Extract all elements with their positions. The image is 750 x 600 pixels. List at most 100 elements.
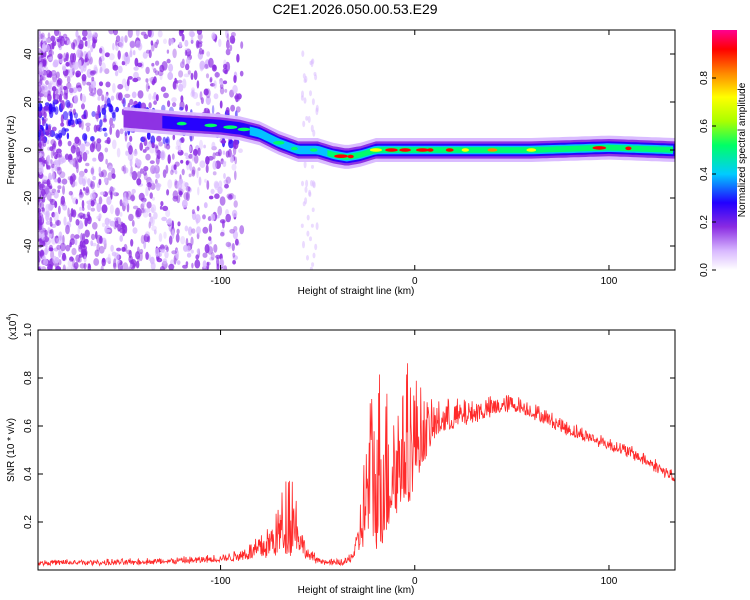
spectrogram-hotspot xyxy=(291,146,298,151)
spectrogram-x-tick-label: -100 xyxy=(211,276,231,287)
snr-x-label: Height of straight line (km) xyxy=(298,585,415,596)
spectrogram-speckle xyxy=(191,169,196,177)
spectrogram-speckle xyxy=(53,247,59,252)
spectrogram-speckle xyxy=(240,41,244,49)
spectrogram-speckle xyxy=(120,221,124,227)
spectrogram-speckle xyxy=(166,246,169,252)
spectrogram-speckle xyxy=(155,155,160,165)
spectrogram-speckle xyxy=(167,100,171,108)
spectrogram-speckle xyxy=(236,93,242,100)
spectrogram-speckle xyxy=(38,129,42,138)
spectrogram-speckle xyxy=(121,246,126,252)
spectrogram-speckle xyxy=(75,118,79,125)
spectrogram-speckle xyxy=(101,257,106,267)
snr-x-tick-label: -100 xyxy=(211,576,231,587)
spectrogram-speckle xyxy=(47,165,51,170)
spectrogram-speckle xyxy=(158,141,164,147)
spectrogram-speckle xyxy=(98,152,104,162)
spectrogram-speckle xyxy=(167,154,171,165)
spectrogram-speckle xyxy=(187,186,191,192)
spectrogram-speckle xyxy=(196,168,199,179)
spectrogram-speckle xyxy=(314,243,318,251)
spectrogram-speckle xyxy=(69,85,74,96)
spectrogram-speckle xyxy=(305,179,309,188)
spectrogram-speckle xyxy=(203,202,208,209)
spectrogram-hotspot xyxy=(399,148,411,152)
snr-y-tick-label: 0.8 xyxy=(23,371,34,385)
spectrogram-speckle xyxy=(307,115,311,124)
spectrogram-speckle xyxy=(214,193,220,199)
spectrogram-speckle xyxy=(153,164,159,173)
spectrogram-speckle xyxy=(148,221,151,229)
snr-y-multiplier-close: ) xyxy=(8,313,19,316)
spectrogram-speckle xyxy=(100,265,104,270)
spectrogram-speckle xyxy=(96,202,102,213)
spectrogram-speckle xyxy=(78,175,84,185)
spectrogram-speckle xyxy=(44,247,48,256)
spectrogram-speckle xyxy=(99,47,103,54)
spectrogram-speckle xyxy=(38,256,41,263)
spectrogram-speckle xyxy=(311,58,315,65)
spectrogram-speckle xyxy=(301,180,304,187)
spectrogram-speckle xyxy=(206,180,210,190)
spectrogram-hotspot xyxy=(347,154,354,159)
spectrogram-speckle xyxy=(233,75,237,83)
spectrogram-speckle xyxy=(60,250,63,255)
spectrogram-speckle xyxy=(217,205,223,216)
spectrogram-speckle xyxy=(43,235,50,243)
spectrogram-speckle xyxy=(229,35,236,44)
spectrogram-speckle xyxy=(67,140,72,147)
spectrogram-speckle xyxy=(181,199,188,208)
snr-y-ticks: 0.2 0.4 0.6 0.8 1.0 xyxy=(23,323,675,529)
spectrogram-speckle xyxy=(110,191,113,200)
spectrogram-hotspot xyxy=(223,125,238,129)
spectrogram-speckle xyxy=(204,244,210,254)
spectrogram-speckle xyxy=(160,201,164,207)
spectrogram-speckle xyxy=(310,223,314,228)
spectrogram-speckle xyxy=(160,150,166,161)
spectrogram-speckle xyxy=(155,60,160,66)
spectrogram-speckle xyxy=(52,255,58,264)
spectrogram-speckle xyxy=(47,204,54,210)
spectrogram-speckle xyxy=(117,223,121,232)
spectrogram-speckle xyxy=(129,135,133,142)
spectrogram-hotspot xyxy=(334,154,348,158)
colorbar-tick-label: 0.8 xyxy=(699,71,710,85)
spectrogram-speckle xyxy=(172,190,179,200)
spectrogram-speckle xyxy=(225,176,231,184)
spectrogram-speckle xyxy=(165,138,169,143)
spectrogram-speckle xyxy=(97,104,101,114)
spectrogram-speckle xyxy=(47,82,52,90)
spectrogram-speckle xyxy=(212,160,217,170)
spectrogram-speckle xyxy=(127,30,133,38)
spectrogram-speckle xyxy=(78,212,84,218)
spectrogram-speckle xyxy=(209,78,213,83)
spectrogram-speckle xyxy=(223,265,228,270)
spectrogram-speckle xyxy=(38,141,42,149)
spectrogram-speckle xyxy=(69,53,75,63)
spectrogram-speckle xyxy=(83,255,87,263)
spectrogram-speckle xyxy=(182,78,187,89)
spectrogram-speckle xyxy=(64,153,70,160)
spectrogram-speckle xyxy=(129,263,133,268)
spectrogram-speckle xyxy=(157,70,164,77)
spectrogram-speckle xyxy=(77,226,81,235)
spectrogram-speckle xyxy=(133,149,138,157)
spectrogram-speckle xyxy=(110,95,115,101)
spectrogram-speckle xyxy=(60,157,66,163)
spectrogram-speckle xyxy=(302,120,306,128)
spectrogram-speckle xyxy=(186,252,192,258)
spectrogram-speckle xyxy=(49,47,53,57)
spectrogram-speckle xyxy=(153,68,157,73)
spectrogram-speckle xyxy=(180,60,185,67)
spectrogram-speckle xyxy=(121,99,125,104)
spectrogram-speckle xyxy=(196,205,200,212)
spectrogram-speckle xyxy=(111,123,115,129)
spectrogram-speckle xyxy=(56,166,62,175)
spectrogram-speckle xyxy=(114,217,118,222)
spectrogram-y-label: Frequency (Hz) xyxy=(6,116,17,185)
spectrogram-speckle xyxy=(92,175,96,181)
spectrogram-speckle xyxy=(86,263,89,268)
spectrogram-speckle xyxy=(129,41,135,49)
spectrogram-speckle xyxy=(189,161,192,171)
